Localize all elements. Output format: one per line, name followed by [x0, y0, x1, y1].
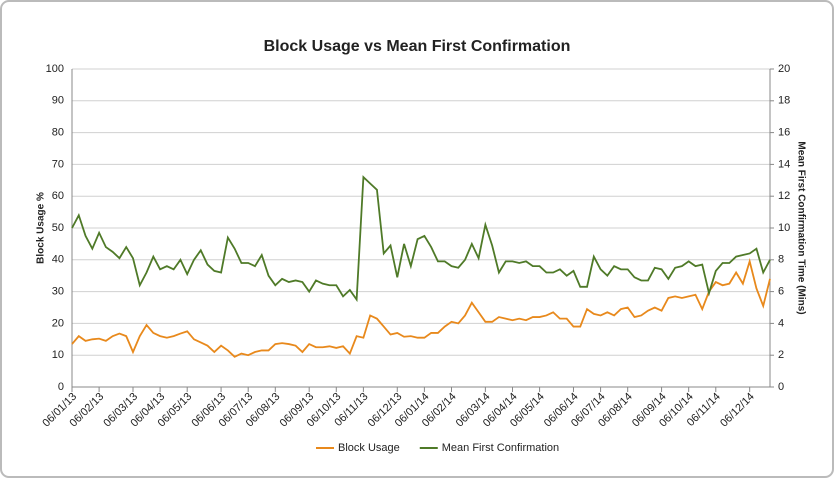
y-tick-label: 100: [46, 63, 64, 75]
y-tick-label: 30: [52, 286, 64, 298]
y2-tick-label: 16: [778, 127, 790, 139]
y2-tick-label: 12: [778, 190, 790, 202]
chart-title: Block Usage vs Mean First Confirmation: [264, 38, 571, 55]
y-tick-label: 40: [52, 254, 64, 266]
y2-tick-label: 8: [778, 254, 784, 266]
series-line: [71, 258, 771, 358]
y-tick-label: 90: [52, 95, 64, 107]
y-tick-label: 60: [52, 190, 64, 202]
y2-axis-label: Mean First Confirmation Time (Mins): [795, 141, 806, 314]
y-tick-label: 10: [52, 349, 64, 361]
y2-tick-label: 14: [778, 158, 790, 170]
y2-tick-label: 2: [778, 349, 784, 361]
y2-tick-label: 6: [778, 286, 784, 298]
y-tick-label: 70: [52, 158, 64, 170]
y2-tick-label: 0: [778, 381, 784, 393]
y-tick-label: 20: [52, 317, 64, 329]
series-line: [71, 175, 771, 303]
y-tick-label: 80: [52, 127, 64, 139]
legend-label: Mean First Confirmation: [442, 442, 559, 454]
y2-tick-label: 4: [778, 317, 784, 329]
y2-tick-label: 10: [778, 222, 790, 234]
y-tick-label: 50: [52, 222, 64, 234]
y2-tick-label: 20: [778, 63, 790, 75]
y-tick-label: 0: [58, 381, 64, 393]
legend-label: Block Usage: [338, 442, 400, 454]
y-axis-label: Block Usage %: [36, 192, 47, 264]
y2-tick-label: 18: [778, 95, 790, 107]
